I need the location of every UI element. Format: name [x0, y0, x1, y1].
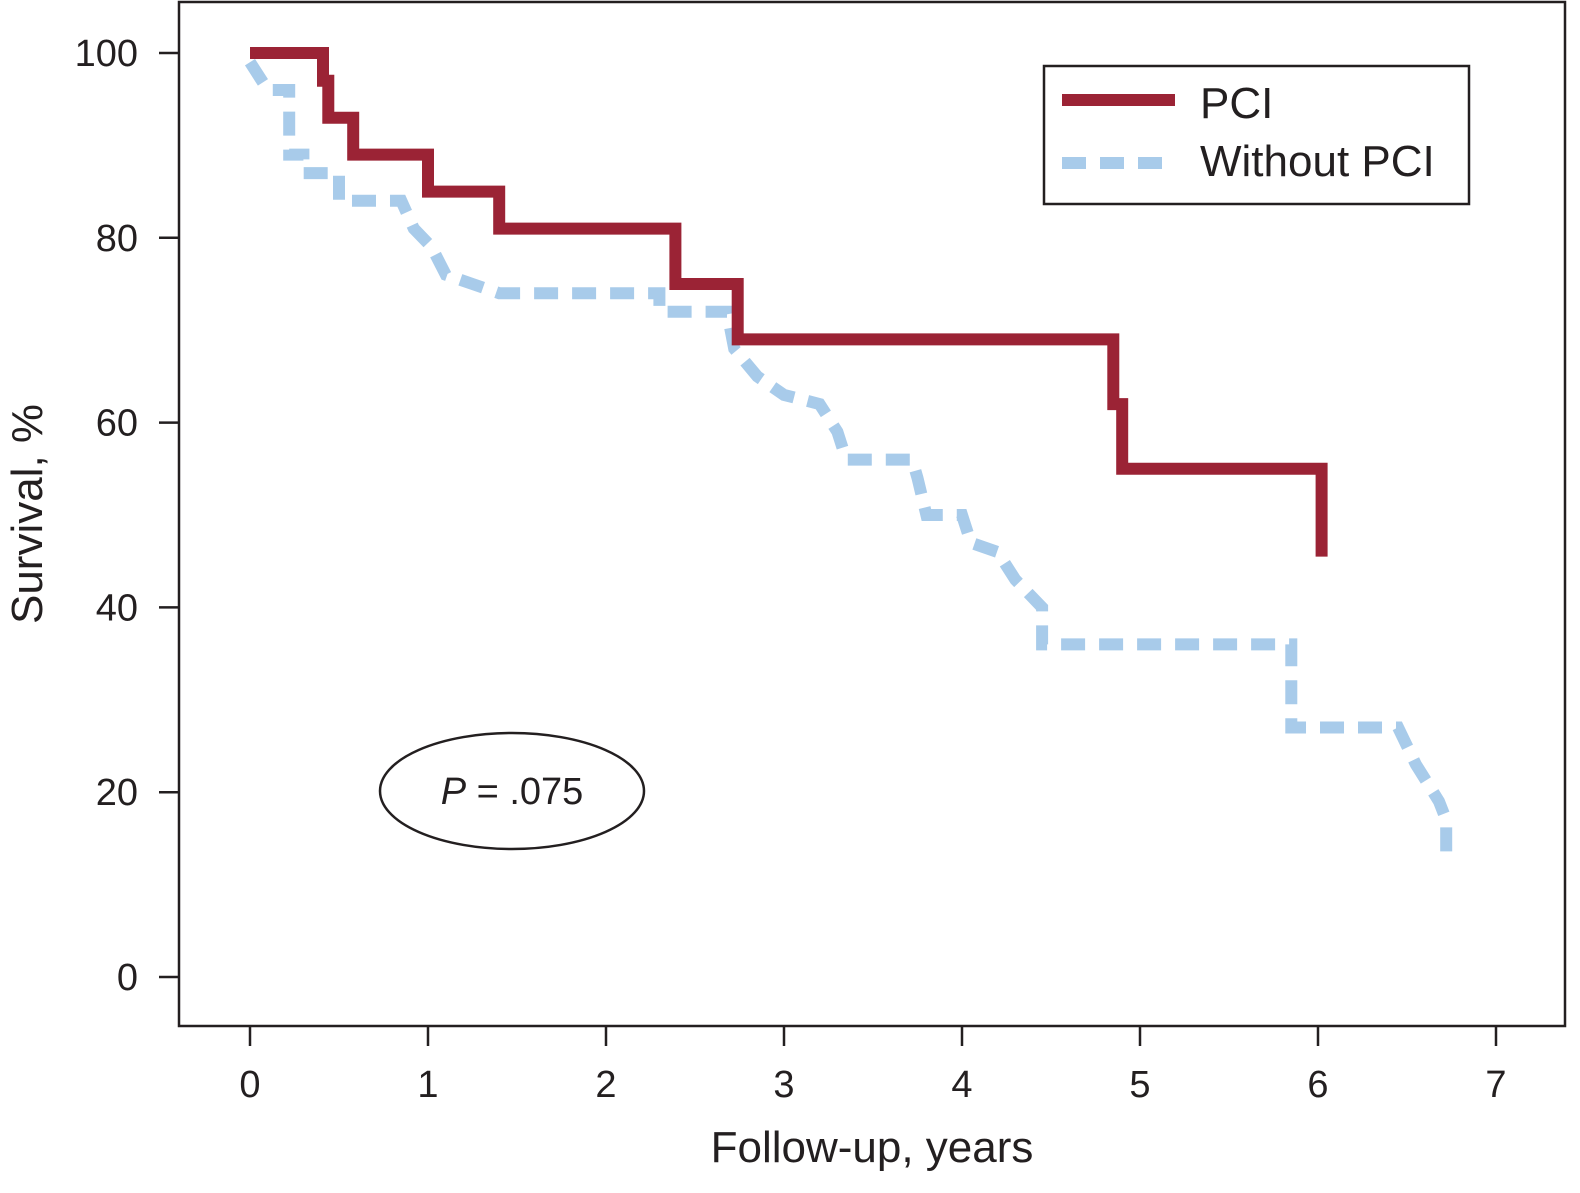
y-tick-label: 20 [96, 772, 138, 814]
p-value-text: P = .075 [441, 771, 584, 813]
legend-label-pci: PCI [1200, 79, 1273, 128]
series-line-pci [250, 47, 1328, 557]
x-tick-label: 5 [1129, 1064, 1150, 1106]
x-tick-label: 2 [595, 1064, 616, 1106]
p-value-annotation: P = .075 [378, 731, 646, 851]
legend: PCI Without PCI [1042, 64, 1471, 206]
x-tick-label: 7 [1485, 1064, 1506, 1106]
p-value-ellipse [378, 731, 646, 851]
y-tick-label: 40 [96, 587, 138, 629]
x-tick-label: 4 [951, 1064, 972, 1106]
y-tick-label: 80 [96, 218, 138, 260]
y-axis-label: Survival, % [3, 404, 52, 624]
x-tick-label: 1 [417, 1064, 438, 1106]
legend-box [1042, 64, 1471, 206]
x-tick-label: 0 [239, 1064, 260, 1106]
y-tick-label: 0 [117, 957, 138, 999]
plot-frame [177, 0, 1567, 1028]
legend-label-without-pci: Without PCI [1200, 137, 1435, 186]
x-tick-label: 6 [1307, 1064, 1328, 1106]
y-tick-label: 100 [75, 33, 138, 75]
x-tick-label: 3 [773, 1064, 794, 1106]
series-line-without-pci [244, 58, 1453, 857]
y-tick-label: 60 [96, 403, 138, 445]
x-axis-label: Follow-up, years [711, 1123, 1034, 1172]
